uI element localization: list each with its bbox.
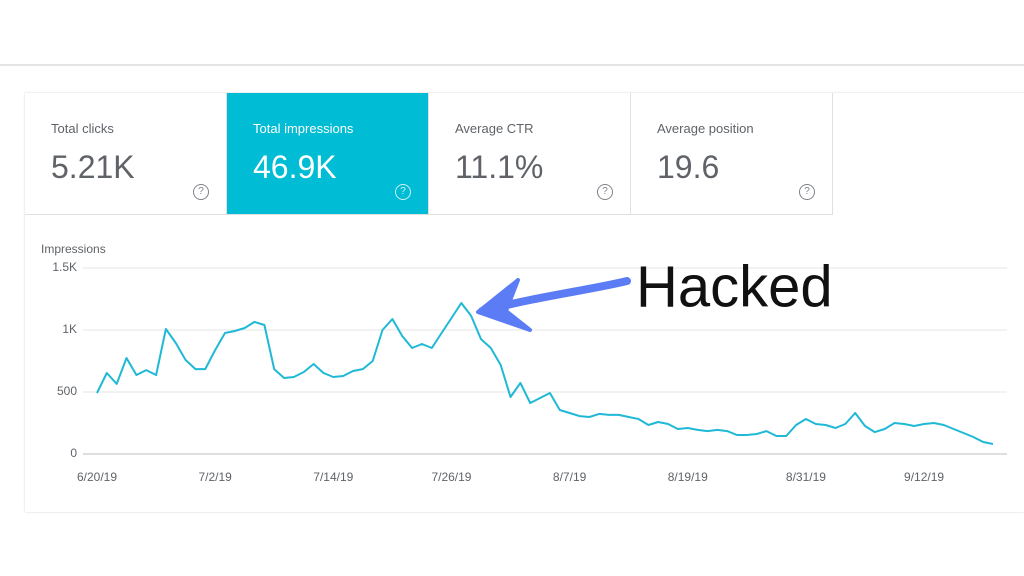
y-tick-label: 500	[57, 384, 77, 398]
metric-card[interactable]: Average position 19.6?	[631, 93, 833, 215]
metric-value: 11.1%	[455, 149, 544, 185]
metric-label: Average CTR	[455, 121, 534, 136]
y-tick-label: 1K	[62, 322, 77, 336]
help-icon[interactable]: ?	[597, 184, 613, 200]
x-tick-label: 6/20/19	[77, 470, 117, 484]
help-icon[interactable]: ?	[193, 184, 209, 200]
x-tick-label: 8/7/19	[553, 470, 587, 484]
x-tick-label: 7/2/19	[198, 470, 232, 484]
metric-label: Total impressions	[253, 121, 354, 136]
metric-label: Average position	[657, 121, 754, 136]
metric-value: 5.21K	[51, 149, 135, 185]
y-axis-label: Impressions	[41, 242, 106, 256]
x-tick-label: 9/12/19	[904, 470, 944, 484]
help-icon[interactable]: ?	[395, 184, 411, 200]
metric-value: 19.6	[657, 149, 720, 185]
x-tick-label: 7/26/19	[431, 470, 471, 484]
metric-card[interactable]: Total clicks 5.21K?	[25, 93, 227, 215]
line	[96, 302, 994, 445]
x-tick-label: 7/14/19	[313, 470, 353, 484]
divider	[0, 64, 1024, 66]
annotation: Hacked	[636, 254, 833, 319]
y-tick-label: 0	[70, 446, 77, 460]
x-tick-label: 8/19/19	[668, 470, 708, 484]
metric-label: Total clicks	[51, 121, 114, 136]
y-tick-label: 1.5K	[52, 260, 77, 274]
arrow-head	[476, 278, 532, 332]
x-tick-label: 8/31/19	[786, 470, 826, 484]
help-icon[interactable]: ?	[799, 184, 815, 200]
metric-value: 46.9K	[253, 149, 337, 185]
metric-card[interactable]: Total impressions 46.9K?	[227, 93, 429, 215]
metric-card[interactable]: Average CTR 11.1%?	[429, 93, 631, 215]
